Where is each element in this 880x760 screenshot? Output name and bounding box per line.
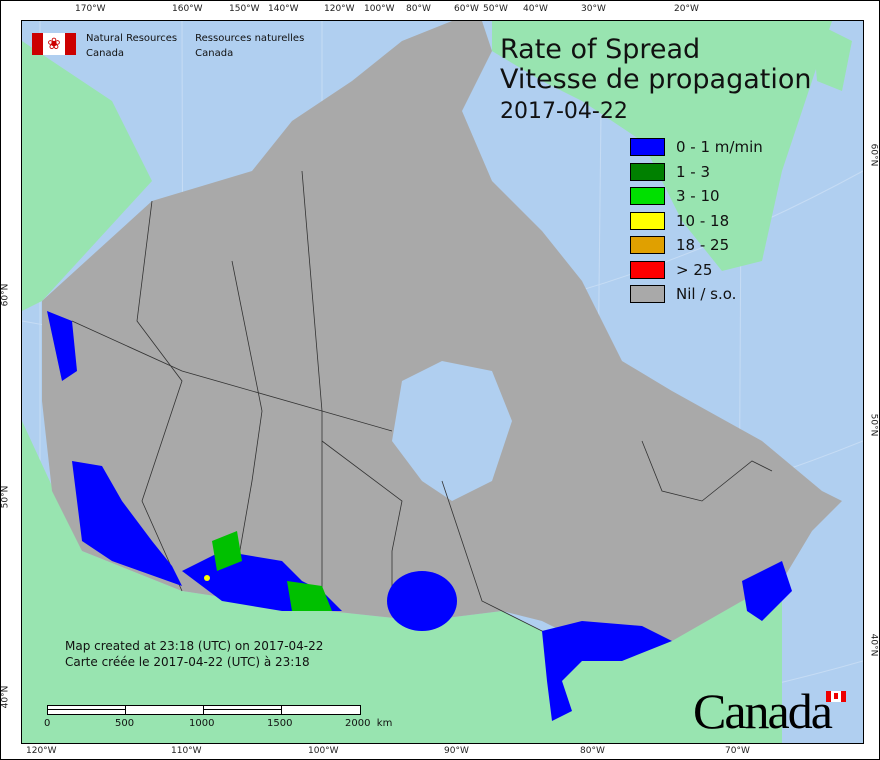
scale-label: 1000	[189, 718, 215, 729]
tick-label: 100°W	[308, 746, 339, 756]
legend-item: 3 - 10	[630, 184, 763, 209]
scale-bar	[47, 705, 361, 715]
tick-label: 90°W	[444, 746, 469, 756]
tick-label: 170°W	[75, 4, 106, 14]
tick-label: 50°N	[0, 485, 11, 509]
tick-label: 20°W	[674, 4, 699, 14]
canada-wordmark-logo: Canada	[693, 682, 846, 740]
tick-label: 100°W	[364, 4, 395, 14]
legend-swatch	[630, 211, 665, 230]
tick-label: 60°N	[0, 283, 11, 307]
legend-swatch	[630, 236, 665, 255]
tick-label: 110°W	[171, 746, 202, 756]
tick-label: 40°W	[523, 4, 548, 14]
tick-label: 50°W	[483, 4, 508, 14]
legend-swatch	[630, 138, 665, 157]
tick-label: 50°N	[868, 413, 879, 437]
credit-en: Map created at 23:18 (UTC) on 2017-04-22	[65, 639, 324, 653]
tick-label: 150°W	[229, 4, 260, 14]
scale-label: 0	[44, 718, 51, 729]
legend-item: 10 - 18	[630, 209, 763, 234]
agency-name-en: Natural Resources	[86, 33, 178, 44]
nrcan-signature: ❀ Natural Resources Canada Ressources na…	[32, 31, 304, 61]
tick-label: 160°W	[172, 4, 203, 14]
iceland-land	[812, 21, 852, 91]
tick-label: 60°W	[454, 4, 479, 14]
legend-label: 1 - 3	[676, 162, 711, 181]
scale-label: 2000 km	[345, 718, 393, 729]
tick-label: 80°W	[580, 746, 605, 756]
map-title-fr: Vitesse de propagation	[500, 64, 812, 95]
legend-label: > 25	[676, 260, 713, 279]
scale-label: 500	[115, 718, 135, 729]
tick-label: 120°W	[324, 4, 355, 14]
canada-flag-icon: ❀	[32, 33, 76, 55]
tick-label: 70°W	[725, 746, 750, 756]
tick-label: 140°W	[268, 4, 299, 14]
wordmark-text: Canada	[693, 683, 833, 739]
tick-label: 40°N	[0, 685, 11, 709]
map-title-en: Rate of Spread	[500, 34, 701, 65]
tick-label: 80°W	[406, 4, 431, 14]
province-borders	[71, 170, 773, 642]
usa-land	[22, 421, 782, 743]
legend-swatch	[630, 285, 665, 304]
legend-label: 10 - 18	[676, 211, 730, 230]
map-date: 2017-04-22	[500, 99, 628, 124]
legend-label: Nil / s.o.	[676, 285, 737, 304]
agency-name-fr: Canada	[195, 48, 234, 59]
agency-name-en: Canada	[86, 48, 125, 59]
hudson-bay	[392, 361, 512, 501]
agency-name-fr: Ressources naturelles	[195, 33, 305, 44]
map-canvas[interactable]	[21, 20, 864, 744]
alaska-land	[22, 41, 152, 311]
legend-item: Nil / s.o.	[630, 282, 763, 307]
legend-swatch	[630, 260, 665, 279]
scale-label: 1500	[267, 718, 293, 729]
credit-fr: Carte créée le 2017-04-22 (UTC) à 23:18	[65, 655, 310, 669]
legend-label: 3 - 10	[676, 187, 720, 206]
map-credit: Map created at 23:18 (UTC) on 2017-04-22…	[65, 638, 323, 670]
legend-item: 18 - 25	[630, 233, 763, 258]
tick-label: 40°N	[868, 633, 879, 657]
legend-swatch	[630, 187, 665, 206]
fire-spread-areas	[47, 311, 792, 721]
legend: 0 - 1 m/min 1 - 3 3 - 10 10 - 18 18 - 25…	[630, 135, 763, 307]
tick-label: 120°W	[26, 746, 57, 756]
tick-label: 60°N	[868, 143, 879, 167]
map-svg	[22, 21, 863, 743]
wordmark-flag-icon	[826, 691, 846, 702]
legend-item: 0 - 1 m/min	[630, 135, 763, 160]
legend-label: 0 - 1 m/min	[676, 138, 763, 157]
canada-land	[42, 21, 842, 641]
tick-label: 30°W	[581, 4, 606, 14]
legend-label: 18 - 25	[676, 236, 730, 255]
legend-item: > 25	[630, 258, 763, 283]
legend-swatch	[630, 162, 665, 181]
legend-item: 1 - 3	[630, 160, 763, 185]
